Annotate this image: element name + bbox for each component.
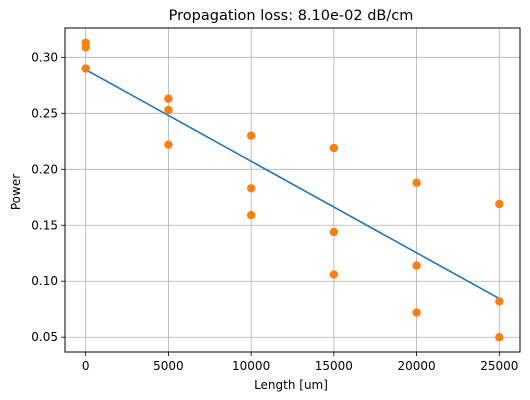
y-tick-label: 0.30 (31, 50, 58, 64)
data-point (329, 227, 339, 237)
data-point (412, 261, 421, 270)
y-tick-label: 0.10 (31, 274, 58, 288)
x-tick-label: 15000 (315, 359, 353, 373)
data-point (329, 270, 339, 279)
data-point (329, 143, 339, 153)
y-axis-label: Power (9, 174, 23, 210)
data-point (412, 308, 421, 317)
data-point (246, 131, 256, 140)
data-point (246, 184, 256, 193)
x-tick-label: 20000 (397, 359, 435, 373)
y-tick-label: 0.20 (31, 162, 58, 176)
data-point (164, 105, 173, 115)
data-point (164, 94, 173, 103)
data-point (495, 199, 504, 209)
plot-frame (64, 27, 521, 353)
chart-title: Propagation loss: 8.10e-02 dB/cm (169, 8, 414, 24)
y-tick-label: 0.25 (31, 106, 58, 120)
data-point (495, 333, 504, 342)
fit-line (85, 68, 500, 300)
data-point (164, 140, 173, 149)
data-point (412, 178, 421, 187)
x-tick-label: 10000 (232, 359, 270, 373)
y-axis-ticks: 0.05 0.10 0.15 0.20 0.25 0.30 (31, 50, 65, 344)
data-point (495, 297, 504, 306)
x-axis-ticks: 0 5000 10000 15000 20000 25000 (82, 352, 518, 373)
data-point (81, 64, 90, 73)
data-point (81, 43, 90, 52)
fit-line-layer (85, 68, 500, 300)
x-tick-label: 5000 (153, 359, 184, 373)
data-points-layer (81, 38, 504, 342)
x-tick-label: 25000 (480, 359, 518, 373)
data-point (246, 210, 256, 220)
y-tick-label: 0.15 (31, 218, 58, 232)
grid-layer (65, 28, 520, 352)
x-tick-label: 0 (82, 359, 90, 373)
y-tick-label: 0.05 (31, 330, 58, 344)
x-axis-label: Length [um] (254, 378, 328, 392)
